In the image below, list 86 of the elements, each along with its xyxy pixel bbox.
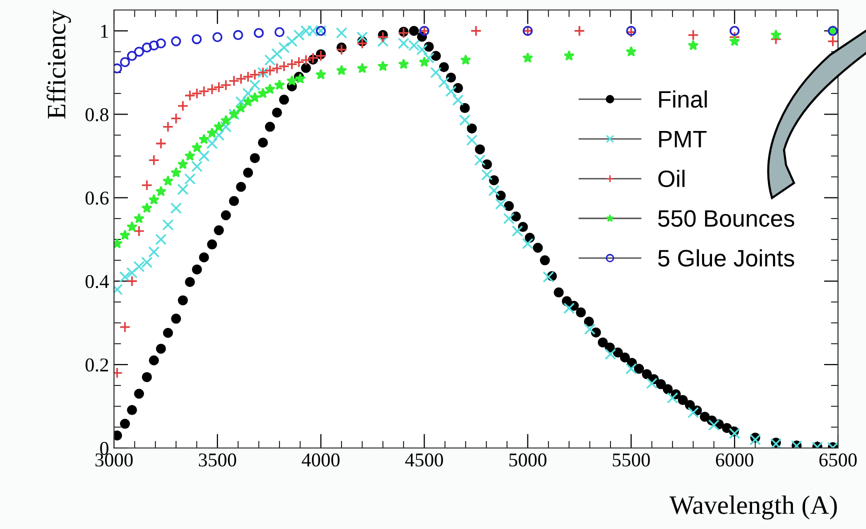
x-tick-label: 3500 <box>198 453 236 467</box>
point <box>142 42 152 53</box>
point <box>162 121 174 132</box>
point <box>356 38 368 50</box>
point <box>184 150 196 161</box>
point <box>170 112 182 124</box>
point <box>356 62 368 74</box>
point <box>460 54 472 65</box>
point <box>148 40 159 50</box>
point <box>418 56 430 67</box>
y-tick-label: 1 <box>101 24 108 38</box>
x-axis-title: Wavelength (A) <box>669 495 837 520</box>
point <box>126 275 138 287</box>
point <box>141 180 153 191</box>
legend-label: Final <box>659 90 707 108</box>
legend-label: 5 Glue Joints <box>658 249 794 267</box>
point <box>126 50 137 61</box>
x-tick-label: 5000 <box>509 453 546 467</box>
point <box>286 75 298 86</box>
point <box>249 92 260 102</box>
legend-label: Oil <box>658 170 684 188</box>
point <box>156 186 166 196</box>
point <box>377 60 388 72</box>
point <box>770 29 782 40</box>
point <box>564 50 575 61</box>
x-tick-label: 6000 <box>716 453 754 467</box>
point <box>264 84 276 94</box>
point <box>206 127 218 138</box>
point <box>274 27 284 38</box>
point <box>171 36 182 46</box>
point <box>170 166 182 178</box>
point <box>126 221 138 232</box>
point <box>213 121 224 132</box>
point <box>827 36 838 47</box>
point <box>192 34 202 44</box>
point <box>236 102 246 113</box>
point <box>398 58 410 69</box>
point <box>155 138 167 150</box>
point <box>191 142 202 152</box>
point <box>274 79 285 90</box>
y-tick-label: 0 <box>100 442 108 455</box>
point <box>730 26 740 36</box>
point <box>688 40 699 50</box>
y-tick-label: 0.2 <box>86 358 108 372</box>
point <box>134 46 144 57</box>
point <box>119 321 131 333</box>
point <box>156 38 166 48</box>
point <box>148 194 160 205</box>
point <box>120 230 130 240</box>
y-axis-title: Efficiency <box>46 10 71 119</box>
x-tick-label: 3000 <box>95 453 133 467</box>
legend-label: PMT <box>659 130 706 148</box>
x-tick-label: 4500 <box>405 453 443 467</box>
y-tick-label: 0.8 <box>86 108 108 122</box>
point <box>133 225 145 237</box>
point <box>148 154 160 166</box>
point <box>257 88 268 98</box>
y-tick-label: 0.4 <box>86 274 109 288</box>
point <box>177 100 189 112</box>
point <box>626 46 637 56</box>
point <box>315 50 327 62</box>
x-tick-label: 6500 <box>819 453 857 467</box>
point <box>470 25 482 37</box>
point <box>377 31 389 43</box>
point <box>134 212 144 224</box>
point <box>198 134 210 144</box>
legend-label: 550 Bounces <box>658 210 794 227</box>
point <box>254 28 264 38</box>
point <box>315 68 326 80</box>
point <box>120 57 130 68</box>
point <box>177 158 188 170</box>
point <box>242 96 254 107</box>
point <box>688 29 699 41</box>
point <box>574 25 586 37</box>
point <box>162 175 174 186</box>
x-tick-label: 4000 <box>302 453 340 467</box>
point <box>336 44 348 56</box>
y-tick-label: 0.6 <box>86 192 109 205</box>
point <box>141 202 152 213</box>
point <box>212 32 222 42</box>
x-tick-label: 5500 <box>612 453 650 467</box>
point <box>220 114 232 126</box>
point <box>522 52 534 63</box>
point <box>729 36 740 46</box>
point <box>336 64 347 76</box>
point <box>233 30 244 40</box>
